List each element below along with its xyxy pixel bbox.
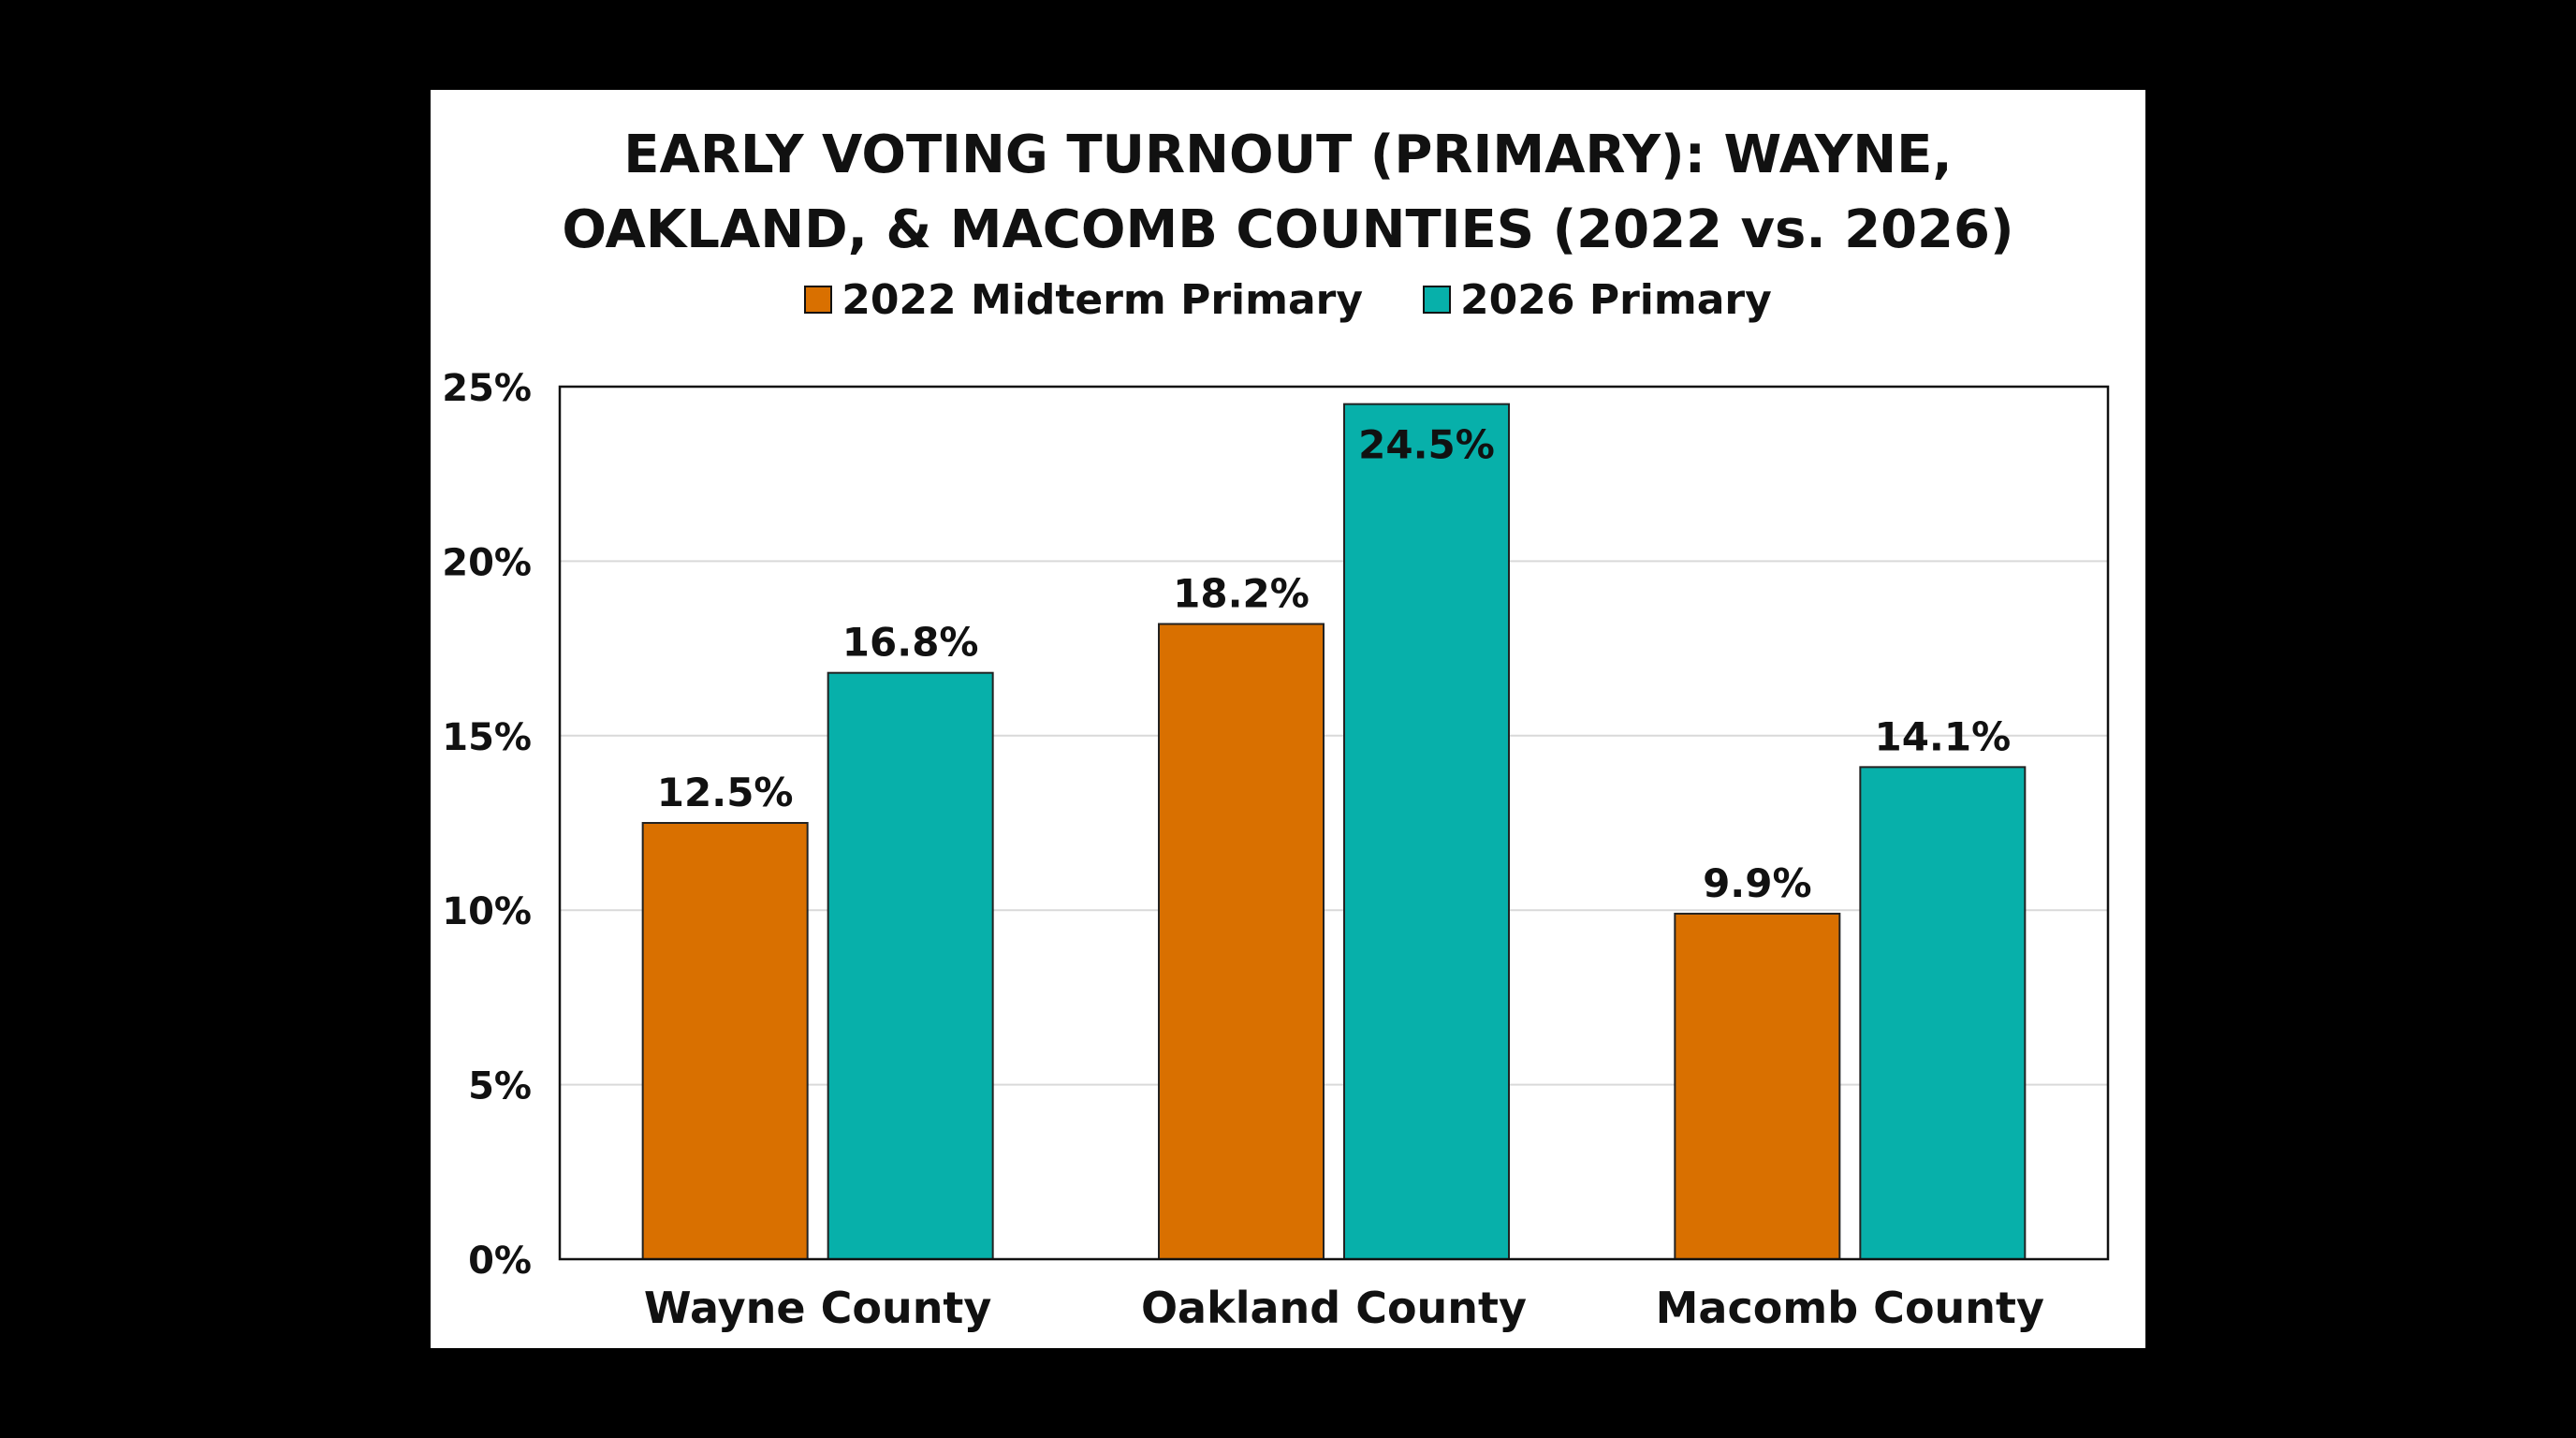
data-label: 24.5% (1358, 422, 1495, 468)
bar (827, 671, 994, 1260)
chart-title-line-2: OAKLAND, & MACOMB COUNTIES (2022 vs. 202… (562, 199, 2014, 260)
chart-plot: 0% 5% 10% 15% 20% 25% 12.5% 16.8% Wayne County 18… (442, 367, 2110, 1333)
legend-swatch-2022 (804, 286, 833, 314)
plot-frame (558, 385, 2110, 1261)
bar (1674, 912, 1841, 1260)
bar (1859, 766, 2027, 1260)
data-label: 12.5% (657, 770, 794, 815)
data-label: 16.8% (842, 620, 979, 666)
y-tick-label: 15% (442, 716, 532, 759)
x-tick-label: Oakland County (1141, 1283, 1527, 1333)
legend-swatch-2026 (1423, 286, 1452, 314)
legend-label-2022: 2022 Midterm Primary (842, 275, 1364, 324)
y-tick-label: 10% (442, 890, 532, 933)
bar (1343, 403, 1510, 1260)
chart-card: EARLY VOTING TURNOUT (PRIMARY): WAYNE, O… (431, 90, 2145, 1348)
bar (641, 822, 809, 1260)
chart-title: EARLY VOTING TURNOUT (PRIMARY): WAYNE, O… (431, 118, 2145, 268)
x-tick-label: Macomb County (1656, 1283, 2044, 1333)
data-label: 18.2% (1173, 571, 1310, 617)
legend-item-2026: 2026 Primary (1423, 276, 1772, 324)
legend-item-2022: 2022 Midterm Primary (804, 276, 1363, 324)
x-tick-label: Wayne County (644, 1283, 992, 1333)
data-label: 9.9% (1703, 860, 1811, 906)
y-tick-label: 25% (442, 367, 532, 410)
chart-title-line-1: EARLY VOTING TURNOUT (PRIMARY): WAYNE, (623, 125, 1953, 185)
legend-label-2026: 2026 Primary (1460, 275, 1772, 324)
bar (1158, 623, 1325, 1260)
data-label: 14.1% (1874, 713, 2011, 759)
y-tick-label: 0% (468, 1240, 532, 1283)
chart-legend: 2022 Midterm Primary 2026 Primary (431, 271, 2145, 328)
y-tick-label: 5% (468, 1065, 532, 1108)
y-tick-label: 20% (442, 541, 532, 584)
